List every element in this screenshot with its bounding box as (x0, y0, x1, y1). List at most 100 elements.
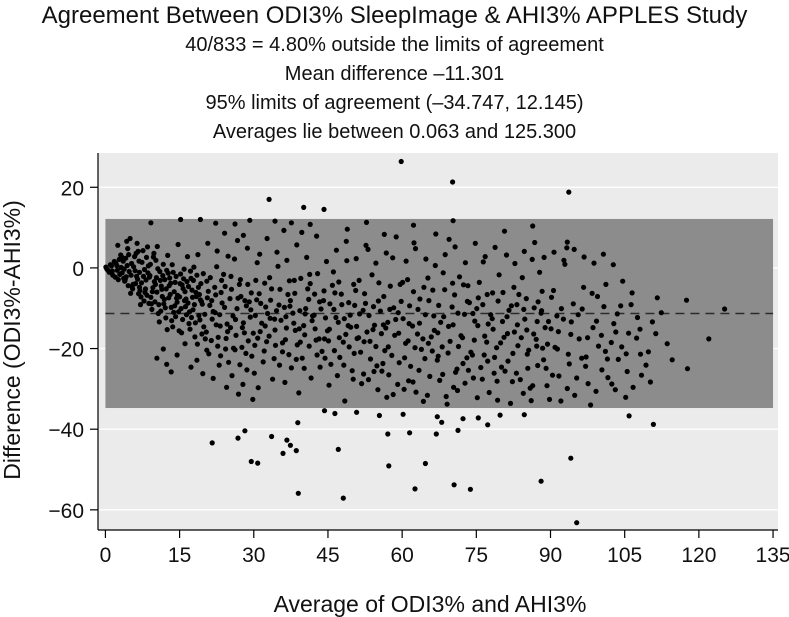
x-tick-label: 0 (100, 544, 112, 567)
data-point (398, 298, 404, 304)
data-point (281, 227, 287, 233)
data-point (472, 318, 478, 324)
data-point (293, 356, 299, 362)
data-point (284, 257, 290, 263)
data-point (281, 304, 287, 310)
data-point (514, 322, 521, 328)
data-point (476, 279, 482, 285)
data-point (484, 291, 490, 298)
data-point (208, 337, 214, 344)
data-point (359, 381, 365, 387)
data-point (195, 284, 201, 290)
data-point (296, 326, 302, 332)
data-point (267, 275, 273, 281)
data-point (235, 435, 241, 441)
data-point (581, 254, 587, 260)
data-point (322, 315, 329, 321)
data-point (251, 370, 257, 376)
data-point (258, 300, 264, 306)
data-point (501, 228, 508, 234)
data-point (362, 291, 368, 297)
data-point (515, 343, 521, 349)
data-point (321, 206, 327, 212)
data-point (638, 372, 645, 378)
data-point (269, 286, 275, 292)
data-point (244, 245, 250, 251)
data-point (209, 316, 215, 322)
data-point (149, 289, 155, 295)
data-point (255, 335, 261, 341)
data-point (510, 350, 516, 356)
data-point (470, 375, 476, 381)
data-point (307, 271, 313, 277)
data-point (301, 365, 307, 371)
data-point (120, 258, 126, 264)
data-point (548, 294, 555, 300)
data-point (432, 262, 438, 269)
data-point (332, 410, 338, 417)
data-point (386, 463, 392, 469)
data-point (440, 371, 446, 377)
data-point (593, 318, 600, 324)
data-point (402, 355, 408, 361)
x-tick-label: 105 (607, 544, 642, 567)
data-point (271, 356, 277, 362)
data-point (111, 258, 117, 265)
data-point (236, 281, 242, 287)
data-point (449, 304, 455, 310)
data-point (317, 364, 323, 370)
data-point (653, 331, 659, 337)
data-point (374, 363, 380, 369)
data-point (643, 362, 649, 368)
data-point (505, 358, 511, 364)
data-point (210, 375, 216, 381)
data-point (213, 322, 219, 328)
data-point (361, 371, 367, 377)
data-point (450, 218, 456, 224)
data-point (214, 248, 220, 254)
y-tick-label: 20 (61, 177, 84, 200)
data-point (562, 261, 568, 267)
data-point (581, 284, 587, 290)
data-point (564, 385, 570, 392)
data-point (283, 325, 289, 331)
data-point (522, 316, 528, 322)
data-point (417, 296, 423, 302)
data-point (174, 295, 180, 301)
data-point (353, 287, 359, 294)
data-point (177, 281, 183, 287)
data-point (400, 411, 406, 417)
data-point (525, 365, 531, 371)
data-point (669, 357, 675, 363)
data-point (442, 252, 448, 258)
data-point (369, 272, 375, 278)
subtitle-averages-range: Averages lie between 0.063 and 125.300 (212, 121, 577, 143)
data-point (319, 348, 325, 354)
data-point (214, 264, 220, 270)
data-point (430, 287, 436, 293)
y-tick-label: 0 (72, 258, 84, 281)
data-point (411, 240, 417, 246)
data-point (423, 256, 429, 262)
y-tick-label: −40 (48, 419, 84, 442)
data-point (626, 413, 632, 419)
data-point (291, 320, 297, 326)
data-point (387, 283, 393, 289)
data-point (475, 323, 481, 329)
data-point (237, 362, 243, 368)
data-point (564, 245, 570, 251)
data-point (436, 302, 442, 308)
data-point (215, 334, 221, 340)
data-point (637, 351, 644, 357)
y-axis-label: Difference (ODI3%-AHI3%) (0, 200, 25, 480)
data-point (568, 455, 574, 461)
data-point (356, 335, 362, 341)
data-point (305, 286, 311, 292)
data-point (464, 355, 470, 361)
data-point (455, 427, 461, 433)
data-point (295, 490, 301, 496)
data-point (422, 460, 428, 467)
data-point (191, 264, 197, 270)
data-point (602, 348, 609, 354)
data-point (474, 306, 480, 312)
